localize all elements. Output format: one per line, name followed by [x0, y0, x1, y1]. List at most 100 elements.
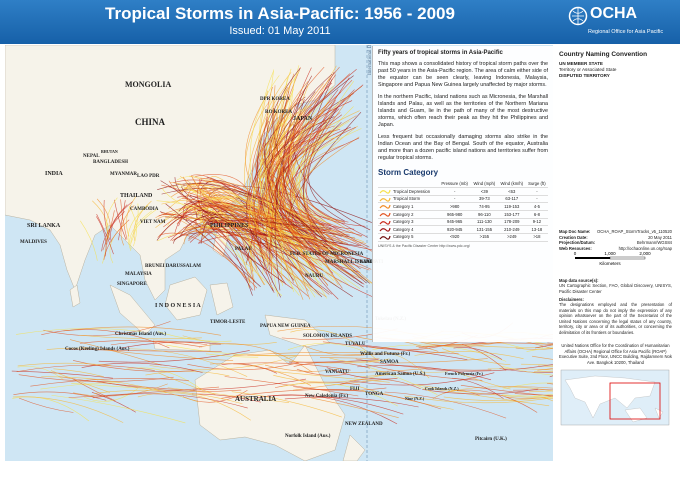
storm-swatch [379, 189, 391, 194]
storm-track [221, 389, 359, 399]
storm-track [257, 74, 336, 259]
map-label: PALAU [235, 247, 252, 252]
map-label: DPR KOREA [260, 97, 290, 102]
storm-track [384, 391, 507, 419]
storm-track [366, 366, 438, 395]
storm-track [529, 390, 553, 393]
storm-track [16, 328, 142, 335]
storm-track [79, 334, 202, 340]
storm-track [253, 91, 342, 257]
info-paragraph: Less frequent but occasionally damaging … [378, 133, 548, 161]
storm-track [266, 136, 340, 240]
storm-track [289, 359, 379, 363]
meta-value: http://ochaonline.un.org/roap [618, 245, 672, 251]
category-label: Category 5 [393, 234, 414, 240]
storm-track [259, 70, 309, 278]
storm-track [538, 365, 553, 367]
scale-unit: Kilometers [599, 261, 621, 266]
logo-subtitle: Regional Office for Asia Pacific [588, 29, 664, 35]
sources-title: Map data source(s): [559, 277, 599, 283]
table-title: Storm Category [378, 168, 439, 177]
storm-track [198, 177, 347, 236]
disclaimer-title: Disclaimers: [559, 296, 584, 302]
storm-track [191, 175, 309, 297]
convention-title: Country Naming Convention [559, 51, 648, 58]
storm-track [499, 368, 553, 373]
table-cell: 210-249 [497, 225, 526, 234]
column-header: Wind (km/h) [497, 180, 526, 189]
storm-swatch [379, 235, 391, 240]
storm-track [293, 386, 387, 391]
table-cell: 39-73 [470, 195, 498, 204]
storm-track [284, 359, 381, 364]
table-cell: 96-110 [470, 210, 498, 219]
map-label: TIMOR-LESTE [210, 320, 246, 325]
map-label: JAPAN [293, 116, 313, 122]
storm-track [190, 192, 373, 252]
storm-track [414, 351, 524, 360]
storm-tracks [11, 65, 553, 425]
storm-track [355, 358, 492, 371]
storm-table: Pressure (mb) Wind (mph) Wind (km/h) Surge … [378, 180, 548, 242]
map-label: Wallis and Futuna (Fr.) [360, 352, 410, 357]
map-label: RO KOREA [265, 110, 292, 115]
storm-track [247, 353, 404, 356]
storm-track [267, 108, 306, 272]
storm-track [200, 207, 254, 281]
storm-track [250, 124, 312, 241]
sources: Map data source(s): UN Cartographic Secti… [559, 278, 672, 294]
storm-track [263, 104, 335, 282]
storm-track [96, 198, 111, 239]
storm-track [71, 383, 158, 390]
storm-track [40, 382, 120, 390]
storm-track [249, 75, 305, 290]
storm-track [248, 111, 288, 286]
storm-track [120, 199, 128, 240]
category-label: Category 4 [393, 226, 414, 232]
map-label: LAO PDR [137, 174, 160, 179]
storm-track [103, 219, 130, 260]
storm-track [127, 204, 149, 246]
storm-track [41, 329, 170, 349]
storm-track [130, 203, 139, 244]
info-paragraphs: This map shows a consolidated history of… [373, 61, 553, 162]
metadata: Map Doc Name: OCHA_ROAP_StormTracks_v5_11… [559, 229, 672, 251]
table-row: Category 4 920-945 131-155 210-249 13-18 [378, 225, 548, 234]
storm-track [63, 326, 222, 336]
storm-track [505, 395, 553, 399]
storm-track [311, 397, 399, 419]
storm-track [292, 75, 371, 231]
storm-track [533, 393, 553, 397]
storm-track [336, 368, 426, 374]
map-label: Cocos (Keeling) Islands (Aus.) [65, 347, 130, 352]
storm-track [83, 388, 139, 402]
meta-label: Map Doc Name: [559, 229, 591, 235]
storm-track [275, 84, 364, 232]
storm-track [16, 364, 155, 372]
map-label: International Date Line [368, 45, 373, 75]
meta-row: Map Doc Name: OCHA_ROAP_StormTracks_v5_11… [559, 229, 672, 234]
storm-track [128, 348, 248, 377]
storm-track [245, 75, 354, 245]
storm-track [304, 77, 350, 223]
storm-track [263, 116, 363, 236]
storm-track [198, 343, 313, 373]
scale-bar: 0 1,000 2,000 Kilometers [574, 251, 651, 266]
map-label: SRI LANKA [27, 223, 61, 229]
storm-track [273, 81, 304, 300]
storm-track [534, 371, 553, 372]
scale-seg [609, 256, 646, 260]
storm-track [80, 220, 98, 261]
storm-track [190, 174, 319, 272]
table-cell: 965-980 [438, 210, 471, 219]
storm-track [65, 348, 222, 352]
storm-track [537, 368, 553, 371]
storm-swatch [379, 228, 391, 232]
storm-track [287, 343, 369, 354]
storm-track [418, 342, 553, 348]
storm-track [412, 339, 502, 347]
storm-track [274, 381, 361, 388]
meta-value: 20 May 2011 [648, 234, 672, 240]
storm-track [280, 137, 360, 257]
map-label: NEW ZEALAND [345, 422, 383, 427]
